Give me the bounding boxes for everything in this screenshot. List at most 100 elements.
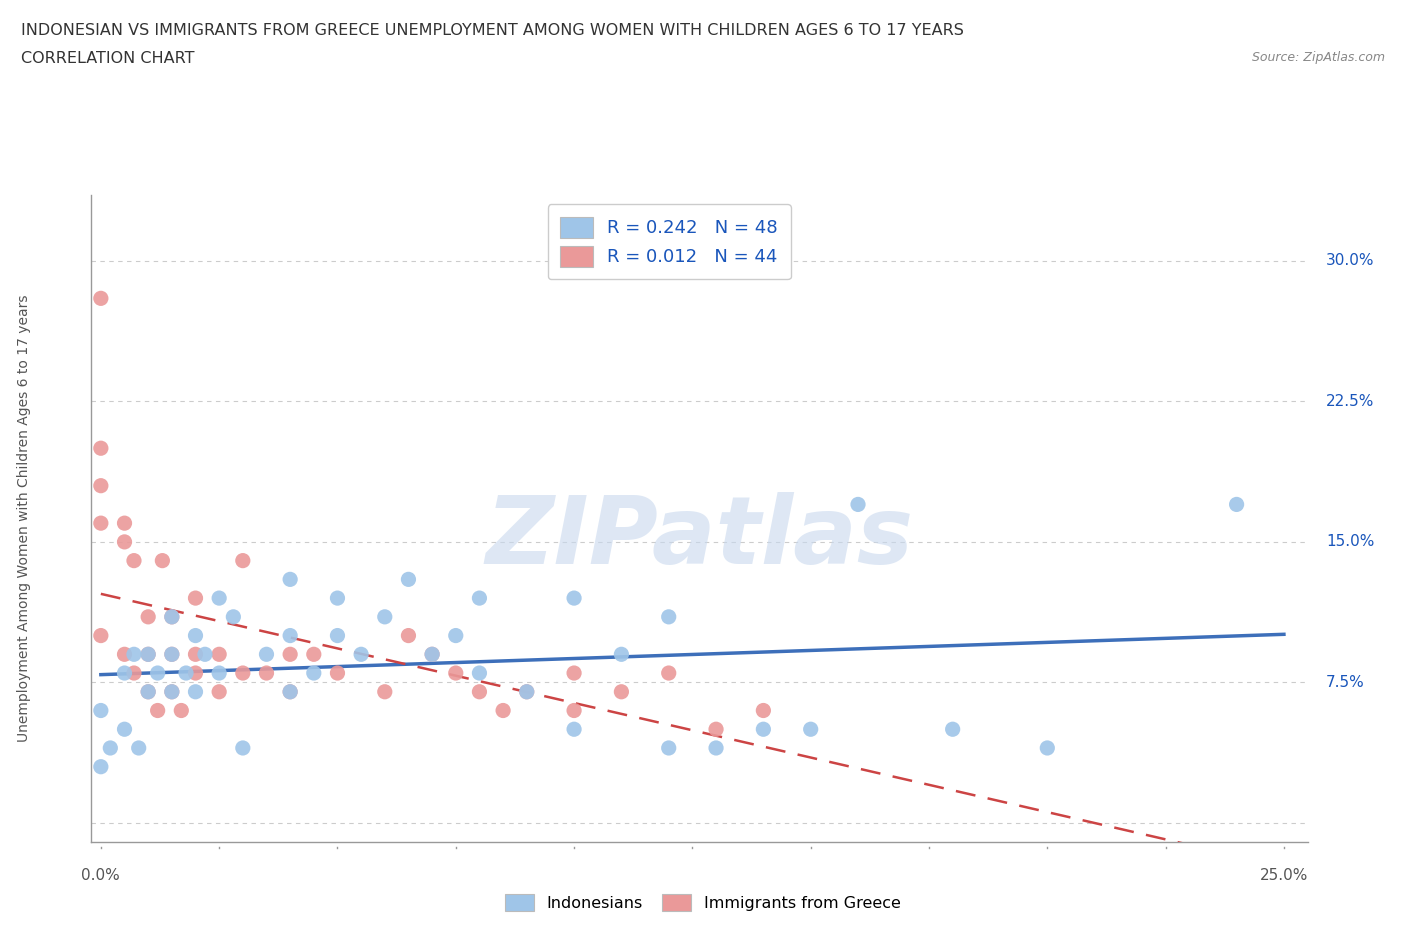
Point [1036, 740, 1059, 755]
Point [232, 666, 254, 681]
Point [278, 684, 301, 699]
Point [846, 497, 869, 512]
Point [222, 609, 245, 624]
Point [136, 647, 159, 662]
Text: 15.0%: 15.0% [1326, 535, 1374, 550]
Point [136, 684, 159, 699]
Point [420, 647, 443, 662]
Point [114, 647, 136, 662]
Point [160, 647, 183, 662]
Text: 30.0%: 30.0% [1326, 253, 1374, 269]
Point [136, 684, 159, 699]
Point [114, 535, 136, 550]
Point [444, 628, 467, 643]
Point [184, 647, 207, 662]
Point [278, 684, 301, 699]
Point [114, 666, 136, 681]
Point [326, 628, 349, 643]
Point [468, 666, 491, 681]
Point [398, 572, 420, 587]
Point [232, 740, 254, 755]
Point [800, 722, 823, 737]
Point [170, 703, 193, 718]
Point [256, 647, 278, 662]
Point [278, 572, 301, 587]
Point [398, 628, 420, 643]
Text: CORRELATION CHART: CORRELATION CHART [21, 51, 194, 66]
Point [492, 703, 515, 718]
Legend: Indonesians, Immigrants from Greece: Indonesians, Immigrants from Greece [499, 888, 907, 917]
Point [278, 628, 301, 643]
Point [302, 647, 325, 662]
Point [516, 684, 538, 699]
Point [516, 684, 538, 699]
Point [160, 609, 183, 624]
Text: 25.0%: 25.0% [1260, 868, 1308, 883]
Point [208, 684, 231, 699]
Point [98, 740, 121, 755]
Point [114, 722, 136, 737]
Point [562, 666, 585, 681]
Text: Source: ZipAtlas.com: Source: ZipAtlas.com [1251, 51, 1385, 64]
Text: 7.5%: 7.5% [1326, 675, 1365, 690]
Point [704, 722, 727, 737]
Point [658, 609, 681, 624]
Point [184, 591, 207, 605]
Point [90, 441, 112, 456]
Text: 22.5%: 22.5% [1326, 394, 1374, 409]
Point [90, 478, 112, 493]
Point [658, 666, 681, 681]
Point [420, 647, 443, 662]
Point [326, 666, 349, 681]
Legend: R = 0.242   N = 48, R = 0.012   N = 44: R = 0.242 N = 48, R = 0.012 N = 44 [548, 205, 790, 279]
Point [160, 609, 183, 624]
Text: Unemployment Among Women with Children Ages 6 to 17 years: Unemployment Among Women with Children A… [17, 295, 31, 742]
Point [350, 647, 373, 662]
Point [208, 647, 231, 662]
Point [658, 740, 681, 755]
Point [468, 591, 491, 605]
Text: 0.0%: 0.0% [82, 868, 121, 883]
Point [174, 666, 197, 681]
Point [704, 740, 727, 755]
Point [150, 553, 173, 568]
Point [278, 647, 301, 662]
Point [1226, 497, 1249, 512]
Point [90, 516, 112, 531]
Point [302, 666, 325, 681]
Point [610, 684, 633, 699]
Point [146, 703, 169, 718]
Point [256, 666, 278, 681]
Point [208, 591, 231, 605]
Point [160, 684, 183, 699]
Point [184, 628, 207, 643]
Point [122, 647, 145, 662]
Point [184, 666, 207, 681]
Point [194, 647, 217, 662]
Point [160, 647, 183, 662]
Point [184, 684, 207, 699]
Point [146, 666, 169, 681]
Point [752, 722, 775, 737]
Point [160, 684, 183, 699]
Point [136, 647, 159, 662]
Point [232, 553, 254, 568]
Point [128, 740, 150, 755]
Point [90, 759, 112, 774]
Point [374, 684, 396, 699]
Point [942, 722, 965, 737]
Point [208, 666, 231, 681]
Point [562, 722, 585, 737]
Point [114, 516, 136, 531]
Point [374, 609, 396, 624]
Point [752, 703, 775, 718]
Point [90, 628, 112, 643]
Point [610, 647, 633, 662]
Point [444, 666, 467, 681]
Text: ZIPatlas: ZIPatlas [485, 492, 914, 584]
Text: INDONESIAN VS IMMIGRANTS FROM GREECE UNEMPLOYMENT AMONG WOMEN WITH CHILDREN AGES: INDONESIAN VS IMMIGRANTS FROM GREECE UNE… [21, 23, 965, 38]
Point [90, 703, 112, 718]
Point [122, 553, 145, 568]
Point [562, 591, 585, 605]
Point [122, 666, 145, 681]
